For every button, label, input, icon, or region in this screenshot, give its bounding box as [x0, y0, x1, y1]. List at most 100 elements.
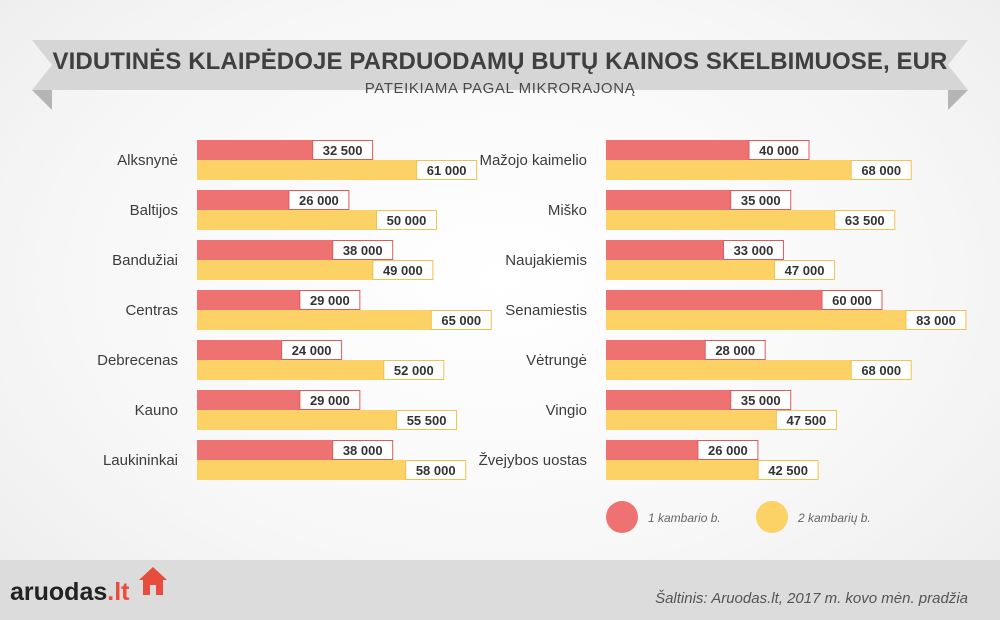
value-label-2-room-box	[416, 160, 478, 180]
banner-ribbon	[32, 40, 968, 90]
value-label-1-room-box	[299, 290, 361, 310]
footer: aruodas.lt Šaltinis: Aruodas.lt, 2017 m.…	[0, 560, 1000, 620]
value-label-2-room: 50 000	[387, 213, 427, 228]
logo-main: aruodas	[10, 578, 108, 606]
category-label: Naujakiemis	[505, 252, 587, 269]
bar-2-room	[197, 260, 376, 280]
value-label-1-room: 32 500	[323, 143, 363, 158]
value-label-2-room-box	[905, 310, 967, 330]
value-label-2-room: 61 000	[427, 163, 467, 178]
bar-1-room	[197, 390, 303, 410]
legend-swatch-two-room	[756, 501, 788, 533]
bar-1-room	[197, 340, 285, 360]
value-label-2-room: 42 500	[768, 463, 808, 478]
bar-2-room	[606, 160, 855, 180]
bar-1-room	[197, 290, 303, 310]
bar-2-room	[606, 210, 838, 230]
value-label-1-room-box	[722, 240, 784, 260]
value-label-2-room-box	[757, 460, 819, 480]
category-label: Debrecenas	[97, 352, 178, 369]
bar-1-room	[197, 140, 316, 160]
value-label-2-room: 83 000	[916, 313, 956, 328]
value-label-1-room: 38 000	[343, 443, 383, 458]
category-label: Alksnynė	[117, 152, 178, 169]
category-label: Senamiestis	[505, 302, 587, 319]
bar-chart: Alksnynė 32 500 61 000 Baltijos 26 000 50 000…	[97, 140, 967, 533]
value-label-1-room: 60 000	[832, 293, 872, 308]
category-label: Vėtrungė	[526, 352, 587, 369]
logo-suffix: .lt	[107, 578, 130, 606]
category-label: Baltijos	[130, 202, 178, 219]
bar-1-room	[606, 240, 727, 260]
value-label-1-room-box	[288, 190, 350, 210]
value-label-1-room-box	[704, 340, 766, 360]
bar-1-room	[606, 140, 752, 160]
logo-text: aruodas.lt	[10, 574, 129, 610]
value-label-1-room-box	[299, 390, 361, 410]
banner-right-fold	[948, 90, 968, 110]
value-label-2-room-box	[430, 310, 492, 330]
value-label-2-room: 55 500	[407, 413, 447, 428]
chart-title: VIDUTINĖS KLAIPĖDOJE PARDUODAMŲ BUTŲ KAI…	[52, 48, 948, 75]
category-label: Laukininkai	[103, 452, 178, 469]
bar-2-room	[197, 310, 435, 330]
bar-2-room	[197, 160, 420, 180]
bar-1-room	[197, 190, 292, 210]
bar-2-room	[606, 260, 778, 280]
value-label-1-room-box	[332, 240, 394, 260]
value-label-2-room: 65 000	[441, 313, 481, 328]
value-label-2-room: 52 000	[394, 363, 434, 378]
bar-2-room	[197, 210, 380, 230]
value-label-1-room: 26 000	[299, 193, 339, 208]
value-label-1-room-box	[821, 290, 883, 310]
value-label-1-room: 35 000	[741, 193, 781, 208]
value-label-1-room: 38 000	[343, 243, 383, 258]
value-label-1-room-box	[730, 190, 792, 210]
value-label-2-room: 68 000	[861, 163, 901, 178]
legend-label-two-room: 2 kambarių b.	[797, 511, 871, 525]
legend-label-one-room: 1 kambario b.	[648, 511, 721, 525]
bar-1-room	[606, 440, 701, 460]
value-label-2-room-box	[834, 210, 896, 230]
value-label-1-room-box	[730, 390, 792, 410]
value-label-2-room: 58 000	[416, 463, 456, 478]
value-label-1-room: 26 000	[708, 443, 748, 458]
value-label-1-room-box	[312, 140, 374, 160]
value-label-2-room: 47 500	[786, 413, 826, 428]
legend-swatch-one-room	[606, 501, 638, 533]
bar-2-room	[197, 410, 400, 430]
category-label: Kauno	[135, 402, 178, 419]
value-label-1-room: 24 000	[292, 343, 332, 358]
category-label: Bandužiai	[112, 252, 178, 269]
value-label-2-room-box	[396, 410, 458, 430]
value-label-1-room: 29 000	[310, 293, 350, 308]
value-label-2-room-box	[850, 160, 912, 180]
category-label: Miško	[548, 202, 587, 219]
value-label-1-room-box	[281, 340, 343, 360]
value-label-2-room: 49 000	[383, 263, 423, 278]
value-label-2-room-box	[775, 410, 837, 430]
value-label-2-room: 63 500	[845, 213, 885, 228]
value-label-2-room: 47 000	[785, 263, 825, 278]
bar-2-room	[197, 360, 387, 380]
chart-subtitle: PATEIKIAMA PAGAL MIKRORAJONĄ	[364, 80, 636, 97]
value-label-2-room-box	[850, 360, 912, 380]
value-label-2-room-box	[405, 460, 467, 480]
bar-2-room	[606, 410, 780, 430]
value-label-2-room-box	[372, 260, 434, 280]
bar-2-room	[606, 310, 909, 330]
value-label-2-room-box	[383, 360, 445, 380]
banner-left-fold	[32, 90, 52, 110]
value-label-1-room: 35 000	[741, 393, 781, 408]
bar-1-room	[606, 190, 734, 210]
bar-1-room	[606, 390, 734, 410]
value-label-2-room-box	[376, 210, 437, 230]
bar-2-room	[606, 460, 762, 480]
bar-1-room	[606, 290, 825, 310]
value-label-2-room-box	[774, 260, 836, 280]
bar-2-room	[197, 460, 409, 480]
bar-1-room	[197, 440, 336, 460]
category-label: Žvejybos uostas	[479, 452, 587, 469]
bar-1-room	[197, 240, 336, 260]
value-label-1-room: 33 000	[734, 243, 774, 258]
